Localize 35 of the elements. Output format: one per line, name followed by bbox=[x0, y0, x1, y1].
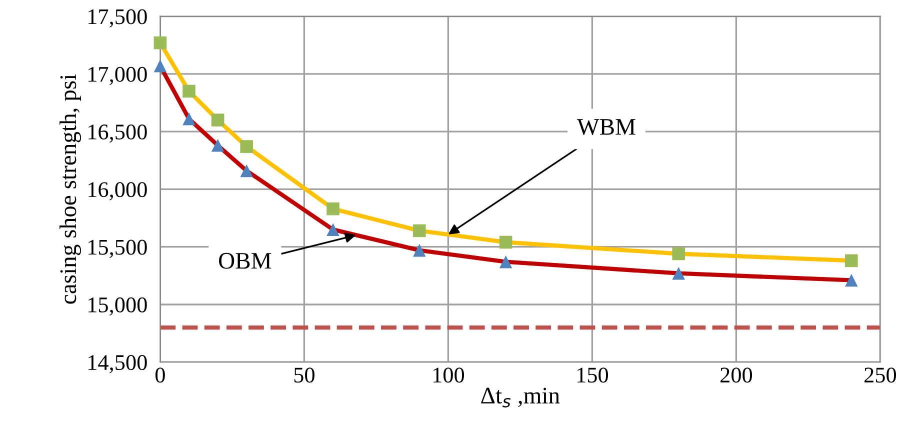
point bbox=[845, 254, 858, 268]
point bbox=[413, 244, 426, 257]
x-tick-label: 200 bbox=[720, 368, 752, 383]
y-tick-label: 15,000 bbox=[88, 297, 147, 316]
point bbox=[211, 114, 224, 126]
x-tick-label: 50 bbox=[294, 368, 314, 383]
point bbox=[240, 140, 253, 153]
point bbox=[182, 84, 196, 98]
annotation: OBM bbox=[219, 252, 272, 269]
point bbox=[672, 247, 685, 260]
annotation: WBM bbox=[577, 119, 636, 135]
point bbox=[326, 223, 340, 236]
y-tick-label: 16,500 bbox=[88, 124, 147, 143]
point bbox=[326, 202, 340, 216]
x-tick-label: 100 bbox=[433, 368, 464, 383]
point bbox=[672, 266, 685, 280]
point bbox=[182, 112, 196, 126]
point bbox=[499, 236, 512, 249]
y-tick-label: 14,500 bbox=[88, 355, 147, 374]
x-tick-label: 250 bbox=[864, 368, 896, 383]
point bbox=[211, 138, 224, 152]
point bbox=[499, 255, 512, 268]
point bbox=[413, 224, 426, 238]
y-axis-title: casing shoe strength, psi bbox=[60, 74, 82, 304]
x-tick-label: 0 bbox=[155, 368, 165, 383]
point bbox=[845, 274, 858, 287]
x-tick-label: 150 bbox=[577, 368, 608, 383]
y-tick-label: 15,500 bbox=[88, 240, 147, 258]
y-tick-label: 17,000 bbox=[88, 66, 147, 86]
point bbox=[240, 164, 253, 178]
point bbox=[154, 36, 167, 50]
point bbox=[154, 59, 167, 72]
y-tick-label: 17,500 bbox=[88, 9, 147, 28]
y-tick-label: 16,000 bbox=[88, 182, 147, 200]
x-axis-title: Δt$_{s}$ ,min bbox=[481, 388, 560, 408]
